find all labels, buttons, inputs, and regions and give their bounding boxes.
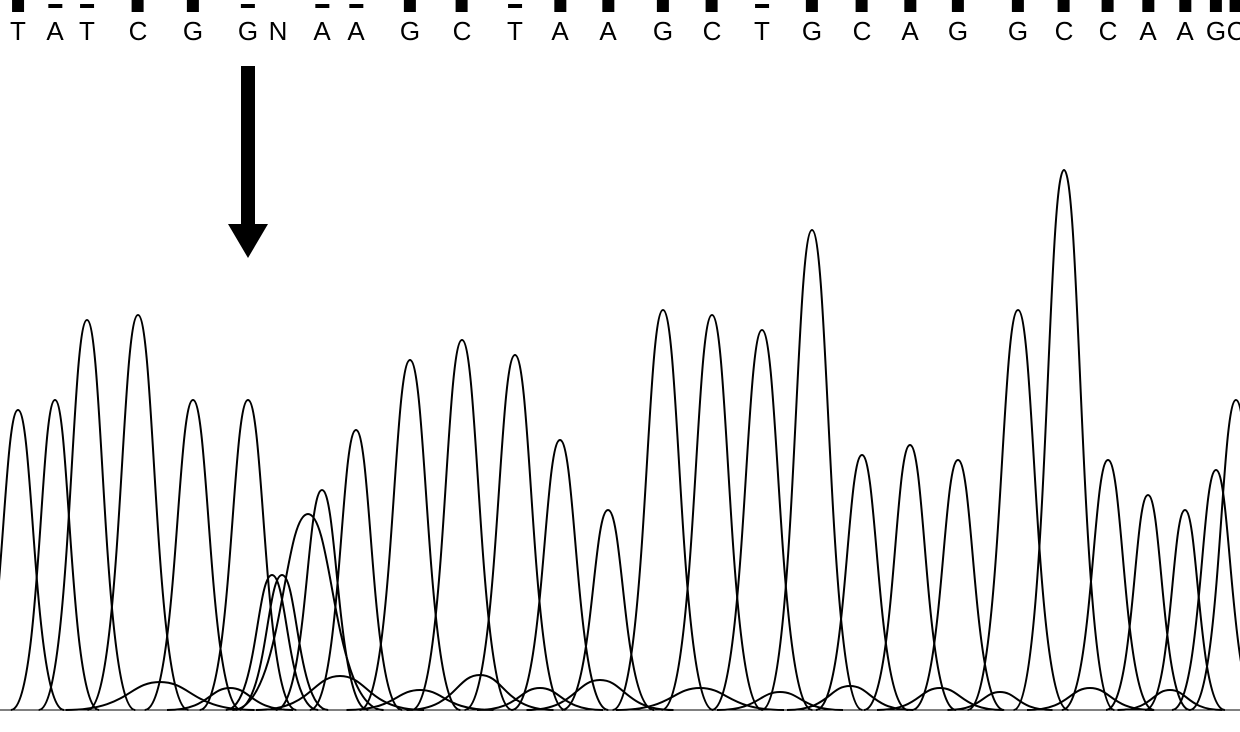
trace-path <box>66 514 1223 710</box>
base-cell: G <box>400 0 420 47</box>
base-letter: G <box>1206 16 1226 47</box>
base-cell: A <box>551 0 568 47</box>
base-cell: G <box>1206 0 1226 47</box>
base-cell: C <box>703 0 722 47</box>
quality-none <box>272 0 284 12</box>
base-cell: A <box>1176 0 1193 47</box>
quality-bar <box>48 4 62 8</box>
quality-box <box>554 0 566 12</box>
quality-box <box>1210 0 1222 12</box>
base-letter: G <box>802 16 822 47</box>
quality-box <box>404 0 416 12</box>
quality-box <box>806 0 818 12</box>
trace-path <box>11 400 1225 710</box>
quality-bar <box>241 4 255 8</box>
base-cell: C <box>1099 0 1118 47</box>
quality-bar <box>508 4 522 8</box>
quality-box <box>1058 0 1070 12</box>
trace-path <box>88 170 1240 710</box>
base-letter: G <box>183 16 203 47</box>
base-letter: A <box>313 16 330 47</box>
base-cell: T <box>10 0 26 47</box>
base-letter: A <box>347 16 364 47</box>
base-letter: C <box>1055 16 1074 47</box>
base-letter: G <box>238 16 258 47</box>
base-cell: C <box>453 0 472 47</box>
quality-box <box>1012 0 1024 12</box>
base-cell: A <box>901 0 918 47</box>
quality-box <box>952 0 964 12</box>
base-cell: G <box>653 0 673 47</box>
base-letter: C <box>853 16 872 47</box>
base-letter: T <box>79 16 95 47</box>
quality-bar <box>80 4 94 8</box>
base-letter: A <box>551 16 568 47</box>
quality-bar <box>755 4 769 8</box>
quality-box <box>1179 0 1191 12</box>
quality-bar <box>349 4 363 8</box>
quality-box <box>1142 0 1154 12</box>
base-letter: C <box>703 16 722 47</box>
base-letter: A <box>46 16 63 47</box>
base-letter: T <box>507 16 523 47</box>
quality-box <box>187 0 199 12</box>
quality-box <box>1102 0 1114 12</box>
base-letter: G <box>653 16 673 47</box>
base-letter: G <box>400 16 420 47</box>
base-letter: C <box>453 16 472 47</box>
base-cell: N <box>269 0 288 47</box>
quality-box <box>657 0 669 12</box>
quality-box <box>602 0 614 12</box>
base-cell: T <box>754 0 770 47</box>
base-cell: A <box>1139 0 1156 47</box>
base-cell: T <box>79 0 95 47</box>
base-cell: G <box>802 0 822 47</box>
base-cell: A <box>599 0 616 47</box>
trace-path <box>0 320 812 710</box>
quality-bar <box>315 4 329 8</box>
quality-box <box>904 0 916 12</box>
base-cell: A <box>347 0 364 47</box>
quality-box <box>456 0 468 12</box>
base-letter: G <box>1008 16 1028 47</box>
chromatogram-chart <box>0 150 1240 732</box>
quality-box <box>12 0 24 12</box>
base-letter: G <box>948 16 968 47</box>
base-letter: C <box>1227 16 1240 47</box>
base-cell: G <box>238 0 258 47</box>
base-letter: A <box>1176 16 1193 47</box>
base-letter: A <box>901 16 918 47</box>
base-letter: T <box>10 16 26 47</box>
base-letter: T <box>754 16 770 47</box>
quality-box <box>1230 0 1240 12</box>
base-cell: C <box>853 0 872 47</box>
base-cell: C <box>1227 0 1240 47</box>
base-cell: A <box>313 0 330 47</box>
base-cell: C <box>1055 0 1074 47</box>
base-cell: G <box>948 0 968 47</box>
quality-box <box>132 0 144 12</box>
quality-box <box>706 0 718 12</box>
base-letter: A <box>599 16 616 47</box>
sequence-header: TATCGGNAAGCTAAGCTGCAGGCCAAGC <box>0 0 1240 56</box>
base-cell: G <box>1008 0 1028 47</box>
base-cell: G <box>183 0 203 47</box>
base-letter: C <box>129 16 148 47</box>
base-cell: T <box>507 0 523 47</box>
base-letter: N <box>269 16 288 47</box>
quality-box <box>856 0 868 12</box>
base-cell: A <box>46 0 63 47</box>
base-letter: A <box>1139 16 1156 47</box>
base-letter: C <box>1099 16 1118 47</box>
base-cell: C <box>129 0 148 47</box>
